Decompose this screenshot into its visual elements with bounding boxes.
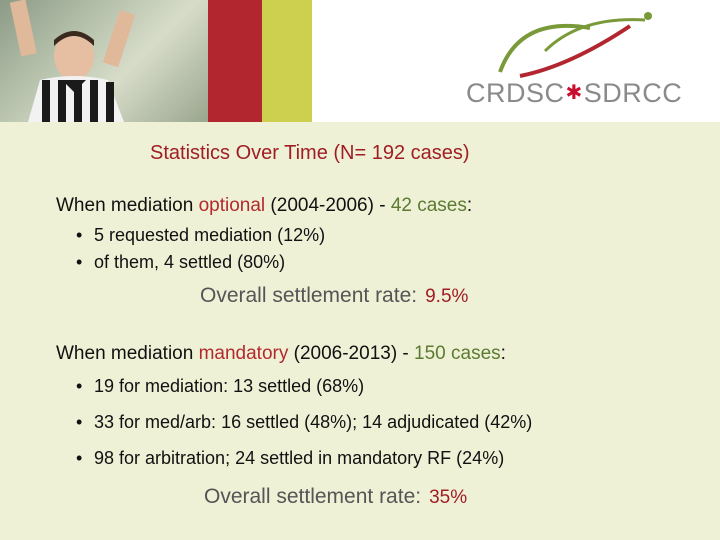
mandatory-cases: 150 cases bbox=[414, 343, 501, 364]
bullet-icon: • bbox=[76, 225, 83, 245]
mandatory-rate-value: 35% bbox=[429, 487, 468, 508]
logo-text-right: SDRCC bbox=[583, 78, 683, 108]
mandatory-keyword: mandatory bbox=[198, 343, 289, 364]
logo-arcs-icon bbox=[498, 12, 652, 78]
header-banner: CRDSC✱SDRCC bbox=[0, 0, 720, 122]
optional-rate-value: 9.5% bbox=[425, 286, 469, 307]
bullet-icon: • bbox=[76, 448, 83, 468]
maple-leaf-icon: ✱ bbox=[565, 82, 583, 104]
logo-text-left: CRDSC bbox=[466, 78, 565, 108]
optional-keyword: optional bbox=[198, 195, 266, 216]
list-item: • 5 requested mediation (12%) bbox=[76, 225, 326, 245]
red-color-block bbox=[208, 0, 262, 122]
list-item: • 33 for med/arb: 16 settled (48%); 14 ad… bbox=[76, 412, 533, 432]
logo-wordmark: CRDSC✱SDRCC bbox=[466, 78, 682, 109]
page-title: Statistics Over Time (N= 192 cases) bbox=[150, 142, 470, 164]
mandatory-overall-rate: Overall settlement rate: 35% bbox=[204, 485, 468, 508]
olive-color-block bbox=[262, 0, 312, 122]
optional-overall-rate: Overall settlement rate: 9.5% bbox=[200, 284, 469, 307]
optional-bullet-list: • 5 requested mediation (12%) • of them, 4… bbox=[76, 226, 325, 280]
referee-photo bbox=[0, 0, 208, 122]
mandatory-bullet-list: • 19 for mediation: 13 settled (68%) • 33 … bbox=[76, 377, 532, 485]
bullet-icon: • bbox=[76, 412, 83, 432]
logo-area bbox=[312, 0, 720, 122]
optional-section-heading: When mediation optional (2004-2006) - 42… bbox=[56, 195, 473, 216]
list-item: • 19 for mediation: 13 settled (68%) bbox=[76, 376, 365, 396]
list-item: • 98 for arbitration; 24 settled in manda… bbox=[76, 448, 505, 468]
optional-cases: 42 cases bbox=[390, 195, 467, 216]
referee-illustration bbox=[9, 0, 136, 122]
list-item: • of them, 4 settled (80%) bbox=[76, 252, 286, 272]
mandatory-section-heading: When mediation mandatory (2006-2013) - 1… bbox=[56, 343, 506, 364]
bullet-icon: • bbox=[76, 376, 83, 396]
bullet-icon: • bbox=[76, 252, 83, 272]
